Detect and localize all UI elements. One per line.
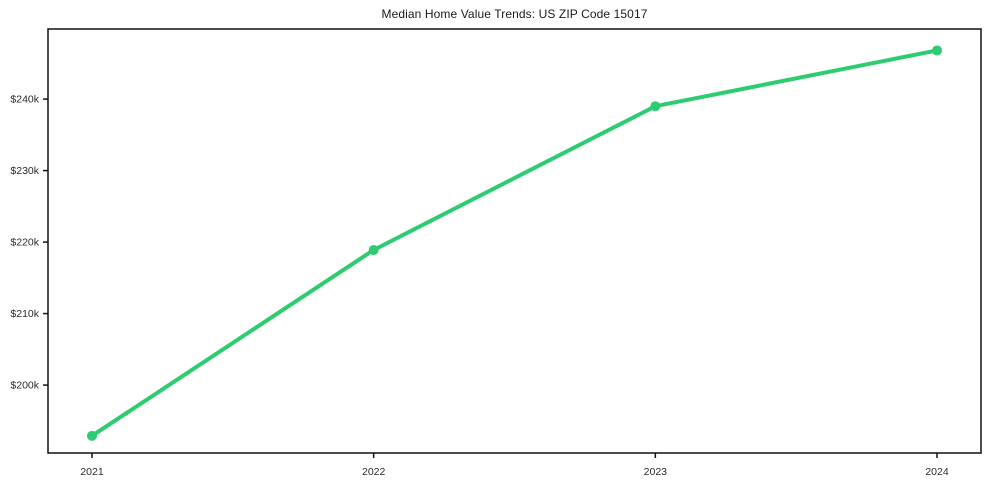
chart-title: Median Home Value Trends: US ZIP Code 15… — [381, 7, 648, 21]
data-point-2023 — [650, 101, 661, 112]
x-tick-label: 2021 — [80, 466, 104, 478]
y-tick-label: $220k — [10, 237, 39, 249]
plot-border — [47, 28, 982, 454]
y-tick-label: $200k — [10, 380, 39, 392]
data-point-2024 — [932, 45, 942, 56]
x-tick-label: 2024 — [925, 466, 949, 478]
y-tick-label: $210k — [10, 308, 39, 320]
trend-line — [90, 48, 939, 438]
y-tick-label: $230k — [10, 165, 39, 177]
x-tick-label: 2022 — [362, 466, 386, 478]
data-point-2022 — [368, 244, 379, 255]
x-tick-label: 2023 — [644, 466, 668, 478]
y-tick-label: $240k — [10, 94, 39, 106]
data-point-2021 — [87, 430, 97, 441]
